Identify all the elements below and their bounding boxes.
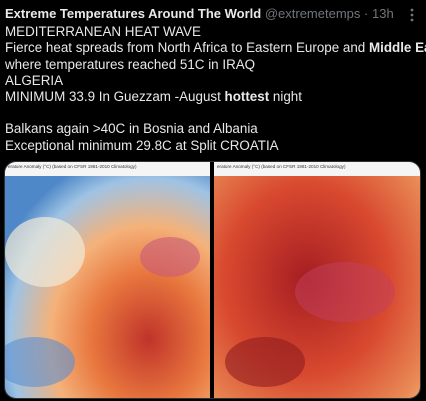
map-detail [295,262,395,322]
text-line: where temperatures reached 51C in IRAQ [5,57,426,73]
text-segment: Exceptional minimum 29.8C at Split CROAT… [5,137,279,153]
map-header [214,162,420,176]
text-segment: night [269,89,302,105]
map-header [5,162,210,176]
media-images: erature Anomaly (°C) (based on CFSR 1981… [5,162,420,398]
text-line: Fierce heat spreads from North Africa to… [5,40,426,56]
text-segment: MINIMUM 33.9 In Guezzam -August [5,89,225,105]
timestamp[interactable]: 13h [371,6,394,21]
paragraph: MEDITERRANEAN HEAT WAVE Fierce heat sprea… [5,24,426,105]
bold-text: hottest [224,89,270,105]
text-line: MEDITERRANEAN HEAT WAVE [5,24,426,40]
map-detail [5,217,85,287]
map-detail [140,237,200,277]
more-button[interactable] [410,8,414,22]
tweet-header: Extreme Temperatures Around The World @e… [5,6,394,21]
map-caption: erature Anomaly (°C) (based on CFSR 1981… [8,164,137,169]
text-segment: ALGERIA [5,72,64,88]
tweet-text: MEDITERRANEAN HEAT WAVE Fierce heat sprea… [5,24,426,170]
text-segment: Balkans again >40C in Bosnia and Albania [5,121,258,137]
divider [210,162,214,398]
text-segment: Fierce heat spreads from North Africa to… [5,40,369,56]
text-line: ALGERIA [5,73,426,89]
map-caption: erature Anomaly (°C) (based on CFSR 1981… [217,164,346,169]
author-name[interactable]: Extreme Temperatures Around The World [5,6,262,21]
map-detail [5,337,75,387]
text-line: Exceptional minimum 29.8C at Split CROAT… [5,138,426,154]
media[interactable]: erature Anomaly (°C) (based on CFSR 1981… [4,161,421,399]
paragraph: Balkans again >40C in Bosnia and Albania… [5,121,426,154]
separator: · [364,6,369,21]
handle[interactable]: @extremetemps [264,6,361,21]
text-segment: MEDITERRANEAN HEAT WAVE [5,24,201,39]
map-detail [225,337,305,387]
text-line: MINIMUM 33.9 In Guezzam -August hottest … [5,89,426,105]
text-line: Balkans again >40C in Bosnia and Albania [5,121,426,137]
bold-text: Middle East [368,40,426,56]
text-segment: where temperatures reached 51C in IRAQ [5,56,256,72]
